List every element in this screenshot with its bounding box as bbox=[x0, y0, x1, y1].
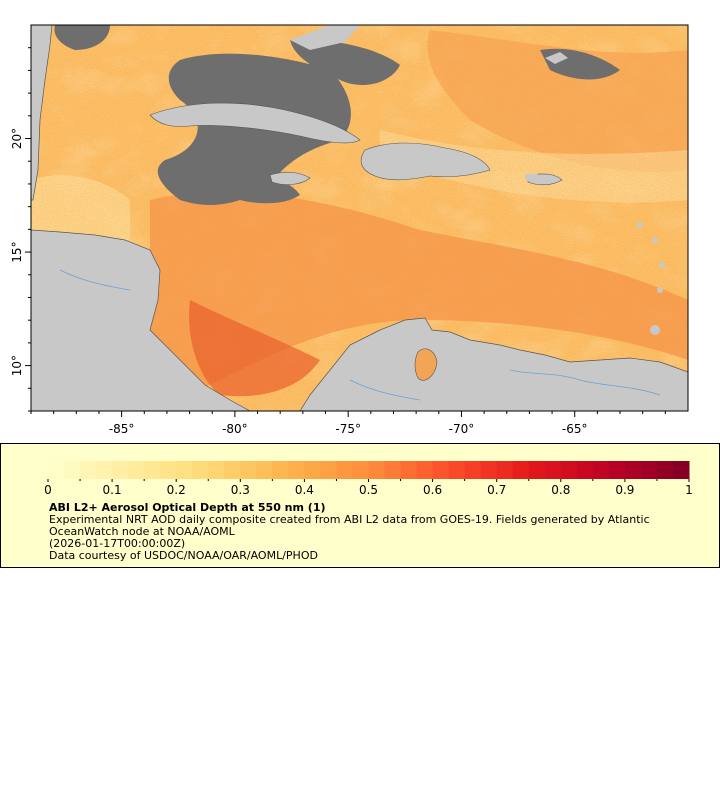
colorbar-swatch bbox=[480, 461, 498, 479]
colorbar-swatches bbox=[48, 461, 690, 479]
cloud-mask-west bbox=[54, 25, 110, 50]
colorbar-swatch bbox=[576, 461, 594, 479]
land-trinidad bbox=[650, 325, 660, 335]
colorbar-tick-label: 0.1 bbox=[103, 483, 122, 494]
colorbar-tick-label: 0.5 bbox=[359, 483, 378, 494]
land-jamaica bbox=[269, 171, 311, 185]
colorbar-swatch bbox=[608, 461, 626, 479]
colorbar-swatch bbox=[512, 461, 530, 479]
colorbar-swatch bbox=[192, 461, 209, 479]
colorbar-swatch bbox=[416, 461, 434, 479]
land-bahamas bbox=[290, 25, 360, 50]
colorbar-swatch bbox=[384, 461, 402, 479]
legend-title: ABI L2+ Aerosol Optical Depth at 550 nm … bbox=[49, 501, 326, 514]
colorbar-swatch bbox=[160, 461, 177, 479]
legend-panel: 0 0.1 0.2 0.3 0.4 0.5 0.6 0.7 0.8 0.9 1 ABI L2+ Ae… bbox=[0, 443, 720, 568]
colorbar-tick-label: 0.9 bbox=[615, 483, 634, 494]
colorbar-tick-label: 0.6 bbox=[423, 483, 442, 494]
cloud-mask-gulf bbox=[157, 53, 351, 206]
colorbar-swatch bbox=[96, 461, 113, 479]
colorbar-swatch bbox=[208, 461, 225, 479]
lon-tick-label: -65° bbox=[562, 422, 588, 436]
colorbar-swatch bbox=[112, 461, 129, 479]
colorbar-swatch bbox=[224, 461, 241, 479]
colorbar-ticks: 0 0.1 0.2 0.3 0.4 0.5 0.6 0.7 0.8 0.9 1 bbox=[44, 479, 693, 494]
colorbar-tick-label: 0.3 bbox=[231, 483, 250, 494]
land-central-america bbox=[31, 229, 251, 411]
colorbar-swatch bbox=[528, 461, 546, 479]
colorbar-swatch bbox=[592, 461, 610, 479]
lon-tick-label: -85° bbox=[109, 422, 135, 436]
colorbar-swatch bbox=[640, 461, 658, 479]
colorbar: 0 0.1 0.2 0.3 0.4 0.5 0.6 0.7 0.8 0.9 1 bbox=[44, 461, 693, 494]
map-area bbox=[31, 25, 688, 411]
land-island-2 bbox=[525, 173, 548, 183]
colorbar-swatch bbox=[80, 461, 97, 479]
colorbar-swatch bbox=[496, 461, 514, 479]
colorbar-swatch bbox=[672, 461, 690, 479]
land-lesser-antilles-4 bbox=[657, 287, 663, 293]
lon-tick-label: -75° bbox=[335, 422, 361, 436]
colorbar-swatch bbox=[336, 461, 353, 479]
colorbar-swatch bbox=[432, 461, 450, 479]
cloud-mask-north bbox=[290, 39, 400, 85]
legend-description-line-2: OceanWatch node at NOAA/AOML bbox=[49, 525, 235, 538]
river-south-america-2 bbox=[349, 379, 421, 401]
colorbar-swatch bbox=[624, 461, 642, 479]
colorbar-tick-label: 0.2 bbox=[167, 483, 186, 494]
colorbar-swatch bbox=[320, 461, 337, 479]
land-small-island bbox=[545, 52, 568, 64]
colorbar-swatch bbox=[144, 461, 161, 479]
colorbar-swatch bbox=[176, 461, 193, 479]
axis-ticks: -85° -80° -75° -70° -65° 10° 15° 20° bbox=[10, 47, 666, 436]
colorbar-swatch bbox=[128, 461, 145, 479]
colorbar-tick-label: 0 bbox=[44, 483, 52, 494]
lon-tick-label: -70° bbox=[449, 422, 475, 436]
land-south-america bbox=[299, 317, 688, 411]
land-cuba bbox=[149, 102, 361, 144]
land-lesser-antilles-1 bbox=[637, 222, 643, 228]
colorbar-swatch bbox=[368, 461, 386, 479]
legend-credit: Data courtesy of USDOC/NOAA/OAR/AOML/PHO… bbox=[49, 549, 318, 562]
colorbar-swatch bbox=[304, 461, 321, 479]
lat-tick-label: 10° bbox=[10, 355, 24, 376]
colorbar-swatch bbox=[352, 461, 369, 479]
colorbar-tick-label: 0.7 bbox=[487, 483, 506, 494]
colorbar-tick-label: 1 bbox=[685, 483, 693, 494]
colorbar-swatch bbox=[560, 461, 578, 479]
lat-tick-label: 15° bbox=[10, 241, 24, 262]
colorbar-swatch bbox=[464, 461, 482, 479]
colorbar-swatch bbox=[400, 461, 418, 479]
colorbar-swatch bbox=[272, 461, 289, 479]
plot-frame bbox=[30, 24, 689, 412]
colorbar-tick-label: 0.4 bbox=[295, 483, 314, 494]
legend-description-line-1: Experimental NRT AOD daily composite cre… bbox=[49, 513, 650, 526]
land-yucatan bbox=[31, 25, 53, 201]
legend-date: (2026-01-17T00:00:00Z) bbox=[49, 537, 186, 550]
land-lesser-antilles-2 bbox=[652, 237, 658, 243]
lat-tick-label: 20° bbox=[10, 128, 24, 149]
river-central-america bbox=[59, 269, 131, 291]
colorbar-swatch bbox=[448, 461, 466, 479]
river-south-america bbox=[509, 369, 661, 396]
colorbar-swatch bbox=[288, 461, 305, 479]
colorbar-swatch bbox=[656, 461, 674, 479]
map-figure: -85° -80° -75° -70° -65° 10° 15° 20° bbox=[10, 24, 689, 436]
land-lesser-antilles-3 bbox=[659, 262, 665, 268]
colorbar-swatch bbox=[544, 461, 562, 479]
land-hispaniola bbox=[360, 142, 491, 181]
colorbar-swatch bbox=[256, 461, 273, 479]
colorbar-swatch bbox=[64, 461, 81, 479]
colorbar-swatch bbox=[48, 461, 65, 479]
lon-tick-label: -80° bbox=[222, 422, 248, 436]
land-lake-maracaibo bbox=[414, 348, 438, 381]
colorbar-tick-label: 0.8 bbox=[551, 483, 570, 494]
colorbar-swatch bbox=[240, 461, 257, 479]
